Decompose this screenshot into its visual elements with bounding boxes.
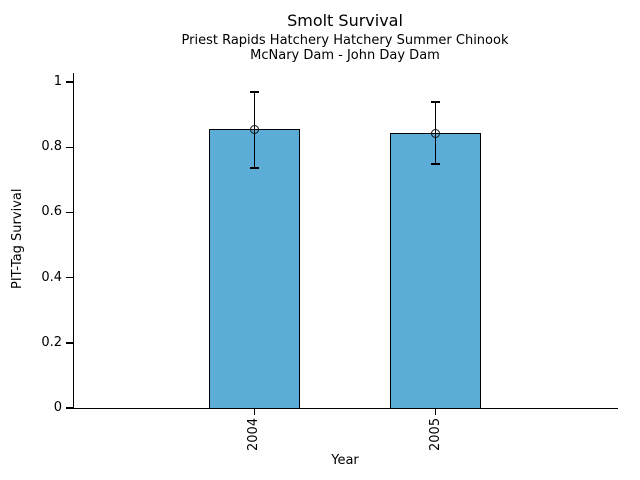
bar-2004 bbox=[208, 129, 300, 408]
y-axis-tick-label: 0.2 bbox=[41, 334, 62, 350]
mean-marker-2005 bbox=[431, 128, 441, 138]
mean-marker-2004 bbox=[249, 124, 259, 134]
x-axis-tick-label: 2005 bbox=[427, 417, 443, 451]
y-axis-tick bbox=[66, 276, 73, 279]
y-axis-tick bbox=[66, 407, 73, 409]
y-axis-tick bbox=[66, 342, 73, 344]
chart-subtitle-line1: Priest Rapids Hatchery Hatchery Summer C… bbox=[181, 33, 509, 48]
bar-2005 bbox=[390, 133, 482, 408]
x-axis-tick bbox=[253, 408, 256, 415]
x-axis-tick bbox=[434, 408, 437, 415]
chart-title: Smolt Survival bbox=[287, 11, 403, 30]
plot-area bbox=[73, 73, 618, 409]
x-axis-label: Year bbox=[331, 453, 359, 468]
chart-subtitle-line2: McNary Dam - John Day Dam bbox=[250, 48, 440, 63]
y-axis-tick bbox=[66, 146, 73, 149]
y-axis-tick-label: 1 bbox=[53, 74, 62, 90]
y-axis-tick-label: 0.6 bbox=[41, 204, 62, 220]
y-axis-tick-label: 0.8 bbox=[41, 139, 62, 155]
y-axis-tick-label: 0.4 bbox=[41, 269, 62, 285]
error-cap-bottom-2004 bbox=[249, 167, 259, 169]
y-axis-tick-label: 0 bbox=[53, 400, 62, 415]
x-axis-tick-label: 2004 bbox=[246, 417, 262, 451]
error-cap-bottom-2005 bbox=[431, 163, 441, 165]
error-cap-top-2005 bbox=[431, 101, 441, 103]
y-axis-tick bbox=[66, 211, 73, 214]
y-axis-tick bbox=[66, 81, 73, 83]
error-cap-top-2004 bbox=[249, 91, 259, 93]
